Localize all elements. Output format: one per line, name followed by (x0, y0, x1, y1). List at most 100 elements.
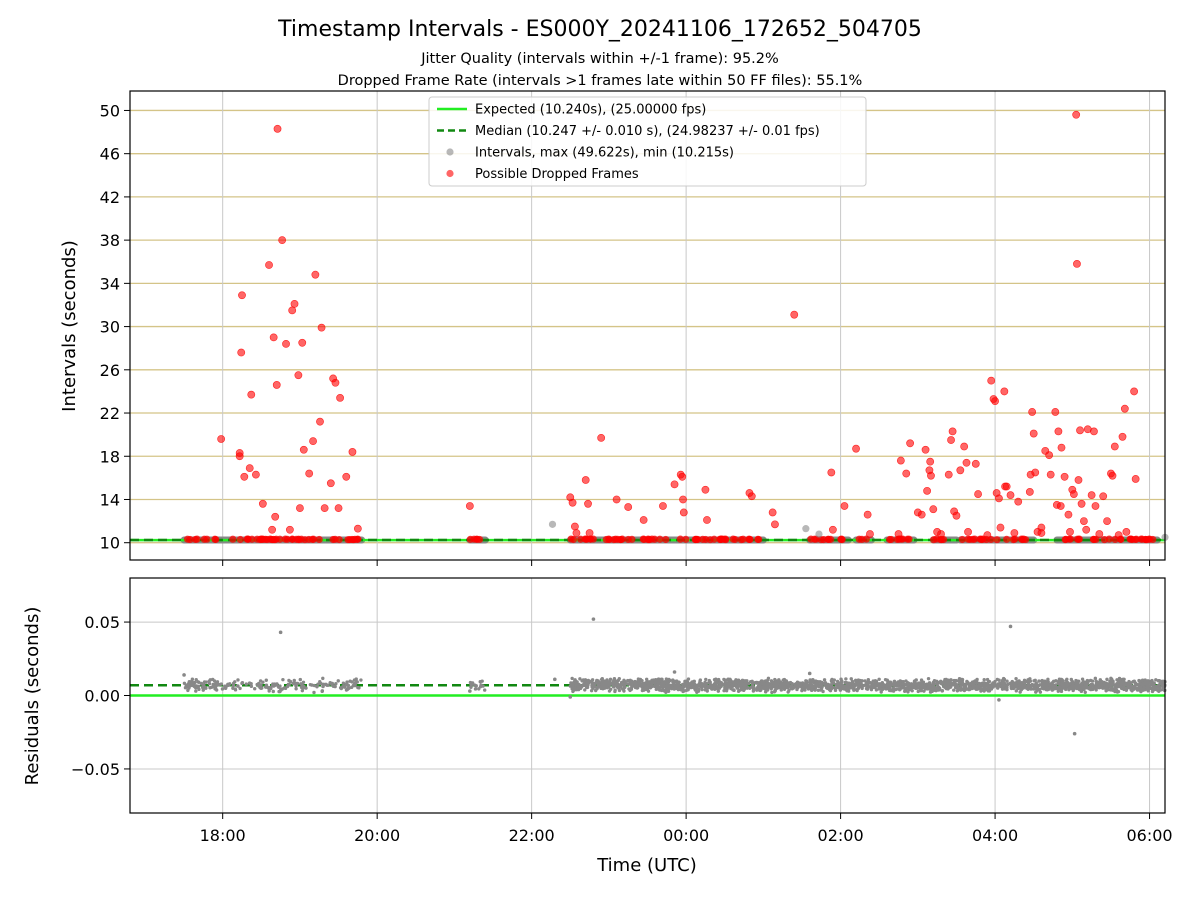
residual-point (857, 685, 861, 689)
residual-point (483, 688, 487, 692)
residual-point (801, 687, 805, 691)
residual-point (700, 682, 704, 686)
dropped-frame-point (1064, 510, 1073, 519)
residual-point (1031, 687, 1036, 691)
residual-point (249, 684, 254, 689)
residual-point (1016, 686, 1020, 691)
dropped-frame-point (624, 535, 632, 544)
dropped-frame-point (1061, 535, 1069, 544)
residual-point (352, 678, 357, 682)
residual-point (1060, 678, 1064, 682)
residual-point (182, 673, 186, 677)
residual-point (1044, 680, 1049, 684)
residual-point (1005, 679, 1009, 683)
dropped-frame-point (1009, 536, 1017, 544)
dropped-frame-point (251, 470, 260, 479)
dropped-frame-point (887, 535, 895, 544)
dropped-frame-point (331, 378, 340, 387)
residual-point (613, 689, 617, 694)
xtick-label: 00:00 (663, 826, 709, 845)
residual-point (594, 680, 599, 684)
dropped-frame-point (659, 502, 667, 510)
legend-label: Intervals, max (49.622s), min (10.215s) (475, 146, 734, 161)
dropped-frame-point (273, 124, 282, 133)
dropped-frame-point (866, 530, 874, 538)
dropped-frame-point (717, 535, 726, 543)
residual-point (1034, 690, 1038, 694)
residual-point (355, 680, 359, 684)
residual-point (968, 687, 973, 691)
residual-point (955, 689, 960, 693)
residual-point (226, 682, 230, 687)
residual-point (685, 679, 689, 684)
residual-point (1044, 686, 1049, 690)
residual-point (686, 677, 691, 681)
residual-point (334, 682, 338, 686)
intervals-panel: 10 14 18 22 26 30 34 38 42 46 50 Intervals (second… (59, 90, 1169, 566)
intervals-ytick-label: 42 (100, 188, 120, 207)
residual-point (821, 689, 825, 694)
residual-point (199, 681, 204, 686)
residual-point (480, 679, 484, 683)
residual-point (802, 682, 806, 686)
residual-point (710, 685, 714, 689)
residual-point (773, 677, 777, 682)
residual-point (580, 679, 584, 683)
residual-point (298, 677, 303, 682)
dropped-frame-point (969, 535, 977, 543)
dropped-frame-point (656, 535, 664, 543)
residual-point (281, 677, 285, 682)
residual-point (960, 680, 965, 685)
residual-point (611, 682, 615, 687)
intervals-ytick-label: 26 (100, 361, 120, 380)
intervals-axes-frame (129, 90, 1166, 561)
dropped-frame-point (927, 471, 935, 480)
residual-point (294, 687, 298, 691)
dropped-frame-point (294, 535, 303, 543)
residual-point (192, 683, 197, 688)
dropped-frame-point (229, 535, 237, 543)
residual-point (997, 698, 1001, 702)
residual-point (605, 683, 610, 687)
residual-point (271, 689, 275, 694)
dropped-frame-point (948, 427, 957, 436)
dropped-frame-point (309, 535, 318, 543)
residual-point (921, 680, 926, 684)
legend-label: Median (10.247 +/- 0.010 s), (24.98237 +… (475, 124, 820, 139)
residual-point (898, 679, 902, 683)
dropped-frame-point (244, 535, 252, 543)
residual-point (1107, 684, 1111, 688)
residual-point (599, 677, 604, 682)
dropped-frame-point (706, 536, 714, 544)
residual-point (1113, 683, 1117, 687)
dropped-frame-point (329, 535, 337, 544)
residual-point (308, 682, 313, 687)
residual-point (1119, 684, 1123, 688)
residual-point (938, 680, 942, 684)
dropped-frame-point (1003, 535, 1011, 543)
residual-point (294, 683, 298, 687)
residual-point (675, 681, 680, 685)
dropped-frame-point (1108, 471, 1117, 480)
dropped-frame-point (316, 417, 324, 426)
residual-point (1141, 682, 1145, 686)
residual-point (605, 685, 609, 690)
residual-point (263, 685, 268, 689)
residual-point (892, 679, 897, 683)
residual-point (188, 680, 192, 685)
residual-point (682, 682, 687, 686)
dropped-frame-point (265, 261, 273, 269)
residual-point (238, 686, 242, 691)
residual-point (236, 678, 240, 682)
residual-point (1033, 678, 1037, 682)
residual-point (574, 683, 578, 687)
dropped-frame-point (268, 535, 276, 544)
dropped-frame-point (1095, 530, 1104, 538)
dropped-frame-point (929, 505, 938, 514)
dropped-frame-point (790, 310, 799, 319)
residual-point (808, 683, 813, 687)
dropped-frame-point (247, 390, 256, 399)
residual-point (884, 687, 888, 691)
dropped-frame-point (335, 536, 343, 544)
